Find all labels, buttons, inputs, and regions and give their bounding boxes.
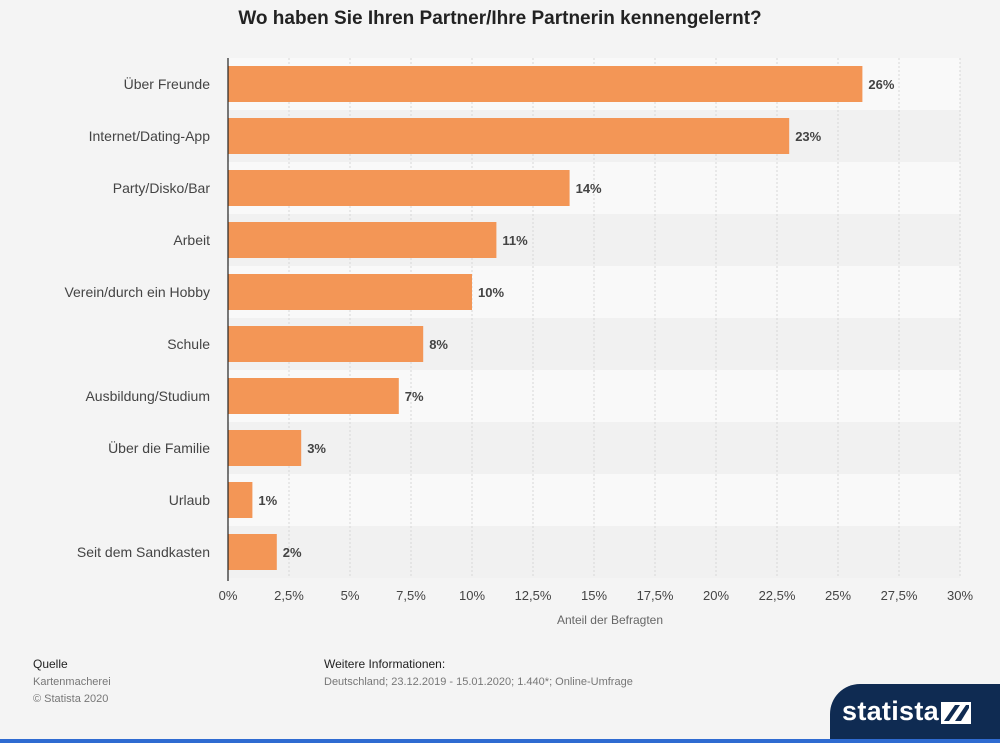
category-label: Seit dem Sandkasten bbox=[77, 544, 210, 560]
source-line-2: © Statista 2020 bbox=[33, 693, 109, 705]
category-label: Schule bbox=[167, 336, 210, 352]
x-tick-label: 10% bbox=[459, 588, 485, 603]
x-tick-label: 17,5% bbox=[637, 588, 674, 603]
bar bbox=[228, 482, 253, 518]
bar bbox=[228, 534, 277, 570]
value-label: 23% bbox=[795, 129, 821, 144]
source-text: Kartenmacherei © Statista 2020 bbox=[33, 674, 111, 708]
category-label: Ausbildung/Studium bbox=[85, 388, 210, 404]
bar bbox=[228, 430, 302, 466]
source-label: Quelle bbox=[33, 657, 68, 671]
value-label: 10% bbox=[478, 285, 504, 300]
value-label: 8% bbox=[429, 337, 448, 352]
x-tick-label: 25% bbox=[825, 588, 851, 603]
value-label: 26% bbox=[868, 77, 894, 92]
bottom-stripe bbox=[0, 739, 1000, 743]
x-tick-label: 7,5% bbox=[396, 588, 426, 603]
bar bbox=[228, 222, 497, 258]
x-tick-label: 27,5% bbox=[881, 588, 918, 603]
x-tick-label: 12,5% bbox=[515, 588, 552, 603]
x-tick-label: 30% bbox=[947, 588, 973, 603]
category-label: Arbeit bbox=[173, 232, 210, 248]
bar bbox=[228, 66, 863, 102]
x-tick-label: 22,5% bbox=[759, 588, 796, 603]
x-tick-label: 2,5% bbox=[274, 588, 304, 603]
bar bbox=[228, 118, 790, 154]
statista-logo-box bbox=[830, 684, 1000, 743]
chart-title: Wo haben Sie Ihren Partner/Ihre Partneri… bbox=[238, 8, 762, 29]
value-label: 2% bbox=[283, 545, 302, 560]
category-label: Party/Disko/Bar bbox=[113, 180, 211, 196]
statista-logo-icon bbox=[941, 702, 971, 724]
x-tick-label: 15% bbox=[581, 588, 607, 603]
value-label: 11% bbox=[502, 233, 528, 248]
x-tick-label: 20% bbox=[703, 588, 729, 603]
info-label: Weitere Informationen: bbox=[324, 657, 446, 671]
x-axis-title: Anteil der Befragten bbox=[557, 613, 663, 627]
category-label: Über Freunde bbox=[124, 75, 211, 92]
bar bbox=[228, 378, 399, 414]
value-label: 14% bbox=[576, 181, 602, 196]
value-label: 7% bbox=[405, 389, 424, 404]
bar bbox=[228, 170, 570, 206]
x-tick-label: 5% bbox=[341, 588, 360, 603]
source-line-1: Kartenmacherei bbox=[33, 676, 111, 688]
value-label: 3% bbox=[307, 441, 326, 456]
statista-logo-text: statista bbox=[842, 696, 939, 726]
category-label: Internet/Dating-App bbox=[89, 128, 211, 144]
category-label: Urlaub bbox=[169, 492, 210, 508]
value-label: 1% bbox=[258, 493, 277, 508]
category-label: Über die Familie bbox=[108, 439, 210, 456]
info-text: Deutschland; 23.12.2019 - 15.01.2020; 1.… bbox=[324, 676, 633, 688]
bar-chart: Über Freunde 26% Internet/Dating-App 23% Par… bbox=[64, 58, 973, 627]
category-label: Verein/durch ein Hobby bbox=[64, 284, 210, 300]
bar bbox=[228, 326, 424, 362]
x-tick-label: 0% bbox=[219, 588, 238, 603]
bar bbox=[228, 274, 472, 310]
